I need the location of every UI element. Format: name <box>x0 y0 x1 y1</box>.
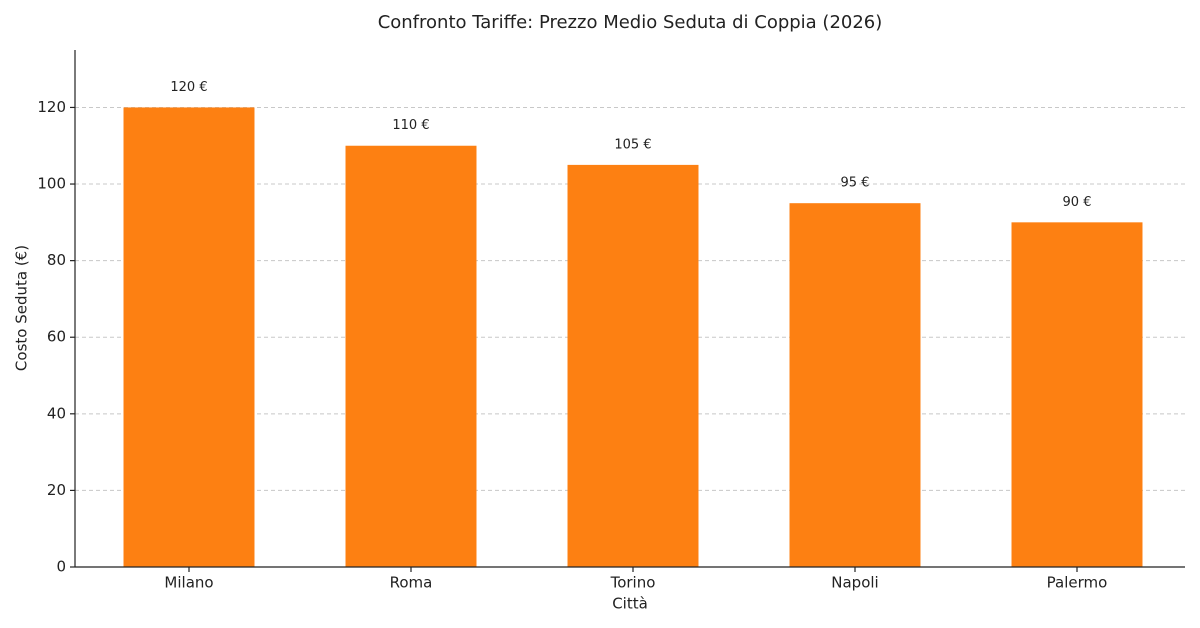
x-tick-label: Roma <box>390 574 433 592</box>
bar <box>567 164 699 567</box>
bar <box>1011 222 1143 568</box>
value-label: 90 € <box>1063 195 1092 210</box>
chart-title: Confronto Tariffe: Prezzo Medio Seduta d… <box>378 12 883 33</box>
y-tick-label: 40 <box>47 404 66 422</box>
bar <box>789 203 921 567</box>
x-tick-label: Napoli <box>831 574 878 592</box>
x-axis-label: Città <box>612 595 648 613</box>
x-tick-label: Palermo <box>1047 574 1108 592</box>
value-label: 120 € <box>170 80 207 95</box>
x-tick-label: Milano <box>164 574 213 592</box>
value-label: 95 € <box>841 176 870 191</box>
y-axis-label: Costo Seduta (€) <box>13 245 31 371</box>
x-tick-label: Torino <box>610 574 656 592</box>
y-tick-label: 80 <box>47 251 66 269</box>
y-tick-label: 120 <box>37 98 66 116</box>
value-label: 105 € <box>614 137 651 152</box>
y-tick-label: 0 <box>56 558 66 576</box>
y-tick-label: 60 <box>47 328 66 346</box>
value-label: 110 € <box>392 118 429 133</box>
bar <box>345 145 477 568</box>
y-tick-label: 20 <box>47 481 66 499</box>
y-tick-label: 100 <box>37 175 66 193</box>
bar <box>123 107 255 567</box>
